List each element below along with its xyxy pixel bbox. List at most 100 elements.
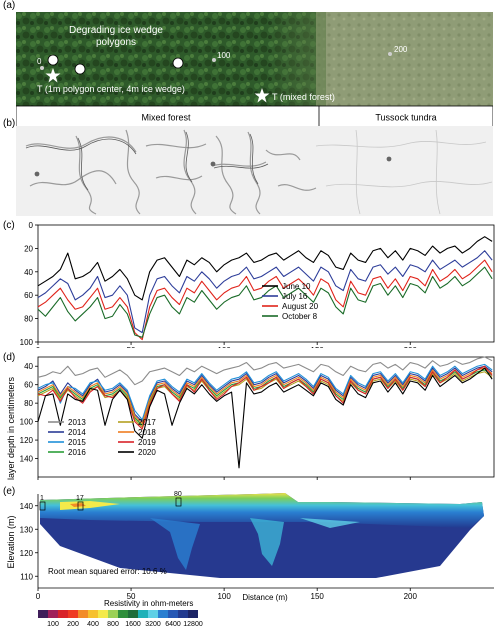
y-tick-label: 0 (29, 221, 34, 230)
series-line-october-8 (37, 266, 493, 338)
site-circle-1 (47, 54, 59, 66)
colorbar-swatch (98, 610, 108, 618)
zone-mixed-forest: Mixed forest (141, 113, 191, 123)
panel-c-letter: (c) (3, 220, 15, 231)
colorbar-swatch (68, 610, 78, 618)
y-tick-label: 120 (20, 436, 34, 445)
x-tick-label: 200 (404, 592, 418, 601)
plot-frame (37, 224, 495, 343)
resistivity-surface-layer (40, 493, 484, 528)
x-tick-label: 100 (217, 346, 231, 348)
series-line-2020 (37, 367, 493, 469)
y-tick-label: 20 (24, 244, 33, 253)
colorbar-label: 200 (67, 621, 79, 628)
y-tick-label: 140 (20, 455, 34, 464)
y-tick-label: 40 (24, 362, 33, 371)
title-line-1: Degrading ice wedge (69, 25, 163, 36)
y-tick-label: 60 (24, 381, 33, 390)
x-tick-label: 200 (404, 481, 418, 482)
colorbar-swatch (58, 610, 68, 618)
aerial-photo-panel: Mixed forest Tussock tundra Degrading ic… (16, 12, 493, 130)
marker-200-dot (388, 52, 392, 56)
colorbar-swatch (148, 610, 158, 618)
site-circle-3 (172, 57, 184, 69)
colorbar-label: 400 (87, 621, 99, 628)
colorbar-swatch (128, 610, 138, 618)
x-tick-label: 0 (36, 592, 41, 601)
colorbar-label: 3200 (145, 621, 161, 628)
x-tick-label: 200 (404, 346, 418, 348)
x-tick-label: 150 (311, 346, 325, 348)
zone-tussock-tundra: Tussock tundra (375, 113, 436, 123)
y-axis-label: Active layer depth in centimeters (6, 376, 16, 482)
colorbar-swatch (158, 610, 168, 618)
marker-200-dot (386, 156, 392, 162)
site-label-mixed-forest: T (mixed forest) (272, 92, 335, 102)
legend-label: 2018 (138, 428, 156, 437)
legend-label: 2020 (138, 448, 156, 457)
electrode-17-label: 17 (76, 495, 84, 502)
y-tick-label: 130 (20, 525, 34, 534)
legend-label: 2013 (68, 418, 86, 427)
plot-frame (37, 356, 495, 478)
legend-label: 2015 (68, 438, 86, 447)
site-label-polygon: T (1m polygon center, 4m ice wedge) (37, 84, 185, 94)
series-line-july-16 (37, 250, 493, 334)
marker-100-dot (212, 58, 216, 62)
series-line-2019 (37, 365, 493, 430)
y-tick-label: 80 (24, 315, 33, 324)
electrode-80-label: 80 (174, 491, 182, 498)
series-line-2015 (37, 363, 493, 421)
colorbar-swatch (88, 610, 98, 618)
legend-label: 2016 (68, 448, 86, 457)
y-axis-label: Elevation (m) (6, 515, 16, 568)
series-line-2018 (37, 367, 493, 425)
colorbar-title: Resistivity in ohm-meters (104, 599, 193, 608)
colorbar-swatch (78, 610, 88, 618)
marker-200-label: 200 (394, 45, 408, 54)
x-tick-label: 0 (36, 481, 41, 482)
colorbar: 100 200 400 800 1600 3200 6400 12800 (38, 610, 203, 628)
site-circle-2 (74, 63, 86, 75)
rms-error-label: Root mean squared error: 10.6 % (48, 567, 167, 576)
series-line-2013 (37, 356, 493, 386)
panel-a-letter: (a) (3, 0, 16, 11)
legend-label: 2017 (138, 418, 156, 427)
electrode-1-label: 1 (40, 495, 44, 502)
x-tick-label: 50 (127, 592, 136, 601)
marker-100-dot (210, 161, 216, 167)
colorbar-label: 800 (107, 621, 119, 628)
x-tick-label: 100 (217, 592, 231, 601)
colorbar-label: 100 (47, 621, 59, 628)
colorbar-swatch (188, 610, 198, 618)
legend-label: June 10 (282, 282, 311, 291)
panel-b-letter: (b) (3, 118, 16, 129)
y-tick-label: 100 (20, 338, 34, 347)
resistivity-panel: 1 17 80 Root mean squared error: 10.6 % … (6, 491, 494, 628)
colorbar-swatch (168, 610, 178, 618)
x-tick-label: 50 (127, 346, 136, 348)
x-tick-label: 100 (217, 481, 231, 482)
title-line-2: polygons (96, 37, 136, 48)
panel-d-letter: (d) (3, 352, 16, 363)
y-tick-label: 120 (20, 549, 34, 558)
marker-0-label: 0 (37, 57, 42, 66)
colorbar-swatch (138, 610, 148, 618)
marker-0-dot (34, 171, 40, 177)
star-icon (254, 88, 270, 103)
colorbar-label: 6400 (165, 621, 181, 628)
active-layer-chart-multiyear: Active layer depth in centimeters 40 60 80… (6, 356, 495, 482)
marker-0-dot (40, 66, 44, 70)
colorbar-swatch (108, 610, 118, 618)
y-tick-label: 60 (24, 291, 33, 300)
legend-label: 2019 (138, 438, 156, 447)
y-tick-label: 40 (24, 268, 33, 277)
colorbar-swatch (48, 610, 58, 618)
series-line-august-20 (37, 259, 493, 341)
hillshade-panel (16, 126, 493, 216)
x-tick-label: 150 (311, 592, 325, 601)
x-tick-label: 150 (311, 481, 325, 482)
y-tick-label: 110 (20, 572, 33, 581)
